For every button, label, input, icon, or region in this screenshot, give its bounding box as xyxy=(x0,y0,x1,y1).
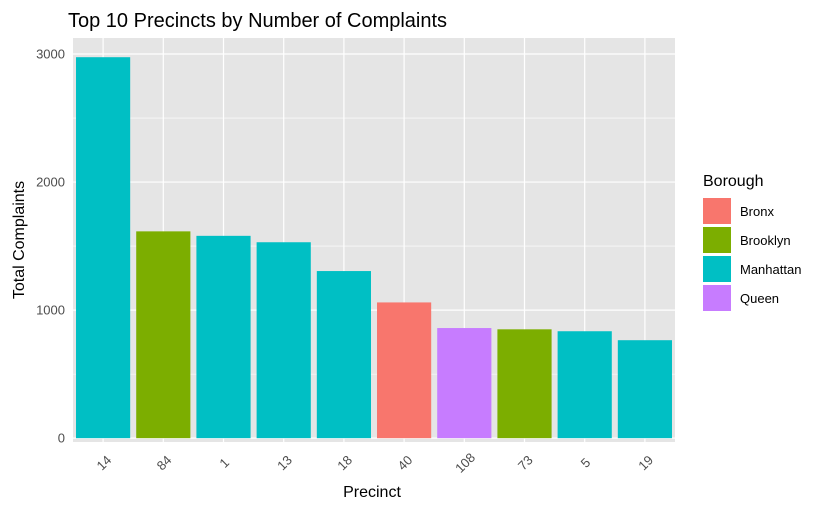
x-tick-label: 19 xyxy=(635,452,656,473)
y-tick-label: 0 xyxy=(58,431,65,446)
bar-precinct-18 xyxy=(316,271,371,439)
legend-label-bronx: Bronx xyxy=(740,204,774,219)
bar-precinct-19 xyxy=(617,340,672,439)
y-axis-title: Total Complaints xyxy=(11,181,28,299)
bars xyxy=(76,57,672,439)
bar-precinct-5 xyxy=(557,331,612,439)
x-tick-label: 84 xyxy=(154,452,175,473)
legend-label-manhattan: Manhattan xyxy=(740,262,801,277)
x-tick-label: 1 xyxy=(216,455,232,471)
x-tick-label: 13 xyxy=(274,452,295,473)
x-tick-label: 108 xyxy=(452,450,478,476)
y-tick-label: 1000 xyxy=(36,303,65,318)
legend-swatch-queen xyxy=(703,285,731,311)
x-tick-label: 40 xyxy=(394,452,415,473)
bar-precinct-108 xyxy=(437,328,492,439)
x-tick-label: 14 xyxy=(93,452,114,473)
legend-swatch-brooklyn xyxy=(703,227,731,253)
legend-label-queen: Queen xyxy=(740,291,779,306)
bar-precinct-40 xyxy=(377,302,432,439)
bar-precinct-1 xyxy=(196,235,251,439)
legend: Borough Bronx Brooklyn Manhattan Queen xyxy=(703,173,801,311)
legend-title: Borough xyxy=(703,173,764,190)
x-tick-label: 18 xyxy=(334,452,355,473)
y-tick-label: 3000 xyxy=(36,47,65,62)
x-tick-label: 5 xyxy=(578,455,594,471)
legend-swatch-manhattan xyxy=(703,256,731,282)
x-tick-labels: 14 84 1 13 18 40 108 73 5 19 xyxy=(93,450,656,476)
x-tick-label: 73 xyxy=(515,452,536,473)
chart-title: Top 10 Precincts by Number of Complaints xyxy=(68,10,447,32)
legend-label-brooklyn: Brooklyn xyxy=(740,233,791,248)
legend-swatch-bronx xyxy=(703,198,731,224)
bar-precinct-14 xyxy=(76,57,131,439)
legend-items: Bronx Brooklyn Manhattan Queen xyxy=(703,198,801,311)
y-tick-labels: 0 1000 2000 3000 xyxy=(36,47,65,446)
x-axis-title: Precinct xyxy=(343,484,401,501)
bar-precinct-73 xyxy=(497,329,552,439)
bar-precinct-13 xyxy=(256,242,311,439)
y-tick-label: 2000 xyxy=(36,175,65,190)
bar-precinct-84 xyxy=(136,231,191,439)
